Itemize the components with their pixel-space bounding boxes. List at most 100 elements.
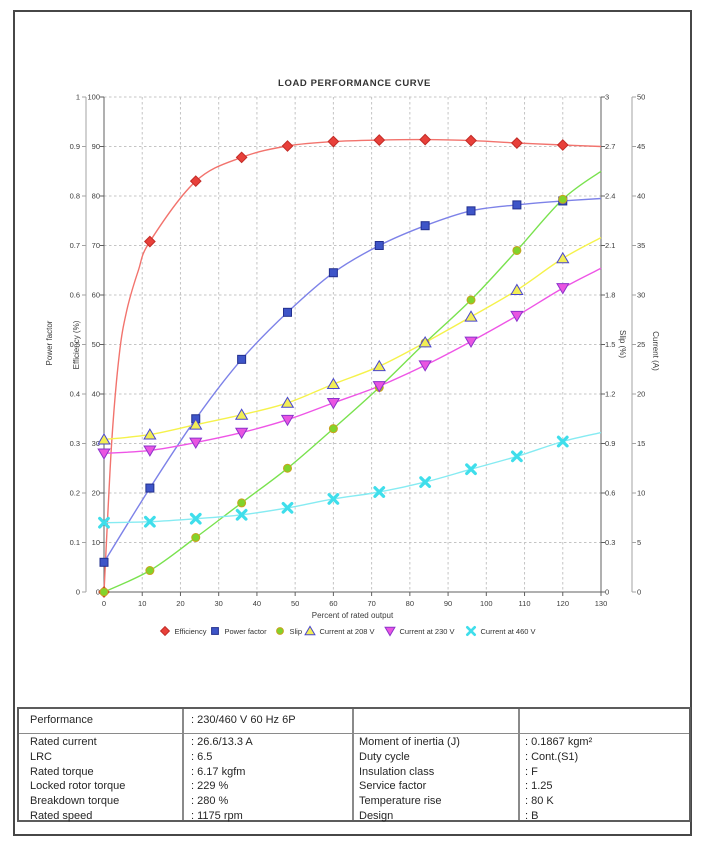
svg-text:0.2: 0.2 — [70, 489, 80, 498]
svg-text:110: 110 — [519, 599, 531, 608]
svg-text:Current (A): Current (A) — [651, 331, 660, 371]
grid — [104, 96, 601, 592]
legend-label: Current at 208 V — [320, 627, 375, 636]
svg-text:0.4: 0.4 — [70, 390, 80, 399]
series-line-power-factor — [103, 197, 602, 563]
series-markers-slip — [99, 194, 568, 597]
svg-text:0.9: 0.9 — [70, 142, 80, 151]
svg-text:0.8: 0.8 — [70, 192, 80, 201]
svg-text:0: 0 — [76, 588, 80, 597]
spec-value: : 6.5 — [191, 750, 213, 763]
svg-text:50: 50 — [637, 93, 645, 102]
table-divider-vertical — [352, 709, 354, 820]
svg-text:0.6: 0.6 — [70, 291, 80, 300]
spec-label: Design — [359, 809, 394, 822]
spec-value: : 280 % — [191, 795, 229, 808]
spec-value: : 1175 rpm — [191, 809, 243, 822]
spec-value: : 1.25 — [525, 780, 553, 793]
svg-text:80: 80 — [92, 192, 100, 201]
spec-value: : 6.17 kgfm — [191, 765, 246, 778]
spec-value: : Cont.(S1) — [525, 750, 579, 763]
spec-label: Moment of inertia (J) — [359, 736, 460, 748]
svg-text:40: 40 — [92, 390, 100, 399]
spec-label: Duty cycle — [359, 750, 410, 763]
series-markers-current-at-460-v — [98, 435, 569, 529]
table-row: LRC : 6.5 Duty cycle : Cont.(S1) — [19, 750, 689, 765]
spec-label: LRC — [30, 750, 53, 763]
spec-label: Rated current — [30, 736, 97, 748]
svg-text:20: 20 — [637, 390, 645, 399]
svg-text:30: 30 — [92, 439, 100, 448]
spec-value: : F — [525, 765, 538, 778]
spec-value: : 0.1867 kgm² — [525, 736, 593, 748]
legend-label: Power factor — [225, 627, 268, 636]
svg-text:70: 70 — [92, 241, 100, 250]
legend-label: Current at 460 V — [481, 627, 536, 636]
spec-label: Temperature rise — [359, 795, 442, 808]
svg-text:90: 90 — [92, 142, 100, 151]
chart-svg: 0 0.1 0.2 0.3 0.4 0.5 0.6 0.7 0.8 0.9 1 Power facto… — [45, 78, 660, 637]
spec-label: Rated speed — [30, 809, 93, 822]
spec-label: Locked rotor torque — [30, 780, 126, 793]
table-divider-vertical — [518, 709, 520, 820]
spec-label: Breakdown torque — [30, 795, 120, 808]
series-line-efficiency — [103, 138, 602, 593]
svg-text:0.9: 0.9 — [605, 439, 615, 448]
svg-text:60: 60 — [329, 599, 337, 608]
svg-text:Percent of rated output: Percent of rated output — [312, 611, 394, 620]
svg-text:0: 0 — [637, 588, 641, 597]
chart-title: LOAD PERFORMANCE CURVE — [278, 78, 431, 89]
table-row: Locked rotor torque : 229 % Service fact… — [19, 779, 689, 794]
spec-table: Performance : 230/460 V 60 Hz 6P Rated c… — [17, 707, 691, 822]
svg-text:35: 35 — [637, 241, 645, 250]
svg-text:20: 20 — [92, 489, 100, 498]
svg-text:60: 60 — [92, 291, 100, 300]
spec-rows: Rated current : 26.6/13.3 A Moment of in… — [19, 734, 689, 822]
svg-text:0.7: 0.7 — [70, 241, 80, 250]
series-line-current-at-208-v — [103, 236, 602, 441]
svg-text:1: 1 — [76, 93, 80, 102]
svg-text:0: 0 — [102, 599, 106, 608]
series-markers-current-at-230-v — [97, 283, 570, 460]
spec-label: Insulation class — [359, 765, 435, 778]
svg-text:0: 0 — [605, 588, 609, 597]
spec-value: : 229 % — [191, 780, 229, 793]
svg-text:45: 45 — [637, 142, 645, 151]
spec-value: : 80 K — [525, 795, 554, 808]
table-row: Rated speed : 1175 rpm Design : B — [19, 809, 689, 824]
svg-text:1.8: 1.8 — [605, 291, 615, 300]
svg-text:100: 100 — [480, 599, 493, 608]
table-divider-horizontal — [19, 732, 689, 734]
svg-text:Slip (%): Slip (%) — [618, 330, 627, 358]
legend-label: Current at 230 V — [400, 627, 455, 636]
table-divider-vertical — [182, 709, 184, 820]
svg-text:100: 100 — [87, 93, 100, 102]
svg-text:Efficiency (%): Efficiency (%) — [72, 320, 81, 369]
svg-text:30: 30 — [215, 599, 223, 608]
svg-text:70: 70 — [367, 599, 375, 608]
series-markers-efficiency — [98, 133, 569, 598]
svg-text:50: 50 — [92, 340, 100, 349]
svg-text:5: 5 — [637, 538, 641, 547]
svg-text:25: 25 — [637, 340, 645, 349]
svg-text:10: 10 — [92, 538, 100, 547]
svg-text:40: 40 — [253, 599, 261, 608]
svg-text:0.6: 0.6 — [605, 489, 615, 498]
svg-text:Power factor: Power factor — [45, 320, 54, 365]
svg-text:90: 90 — [444, 599, 452, 608]
svg-text:10: 10 — [637, 489, 645, 498]
series-line-current-at-230-v — [103, 267, 602, 455]
series-markers-current-at-208-v — [97, 251, 570, 445]
series-line-current-at-460-v — [103, 431, 602, 524]
spec-label: Service factor — [359, 780, 427, 793]
svg-text:0.3: 0.3 — [605, 538, 615, 547]
legend-label: Slip — [290, 627, 303, 636]
svg-text:0.3: 0.3 — [70, 439, 80, 448]
table-row: Breakdown torque : 280 % Temperature ris… — [19, 794, 689, 809]
legend-label: Efficiency — [175, 627, 207, 636]
chart-legend: Efficiency Power factor Slip Current at 208… — [159, 625, 536, 637]
svg-text:2.4: 2.4 — [605, 192, 615, 201]
svg-text:40: 40 — [637, 192, 645, 201]
svg-text:20: 20 — [176, 599, 184, 608]
svg-text:2.1: 2.1 — [605, 241, 615, 250]
